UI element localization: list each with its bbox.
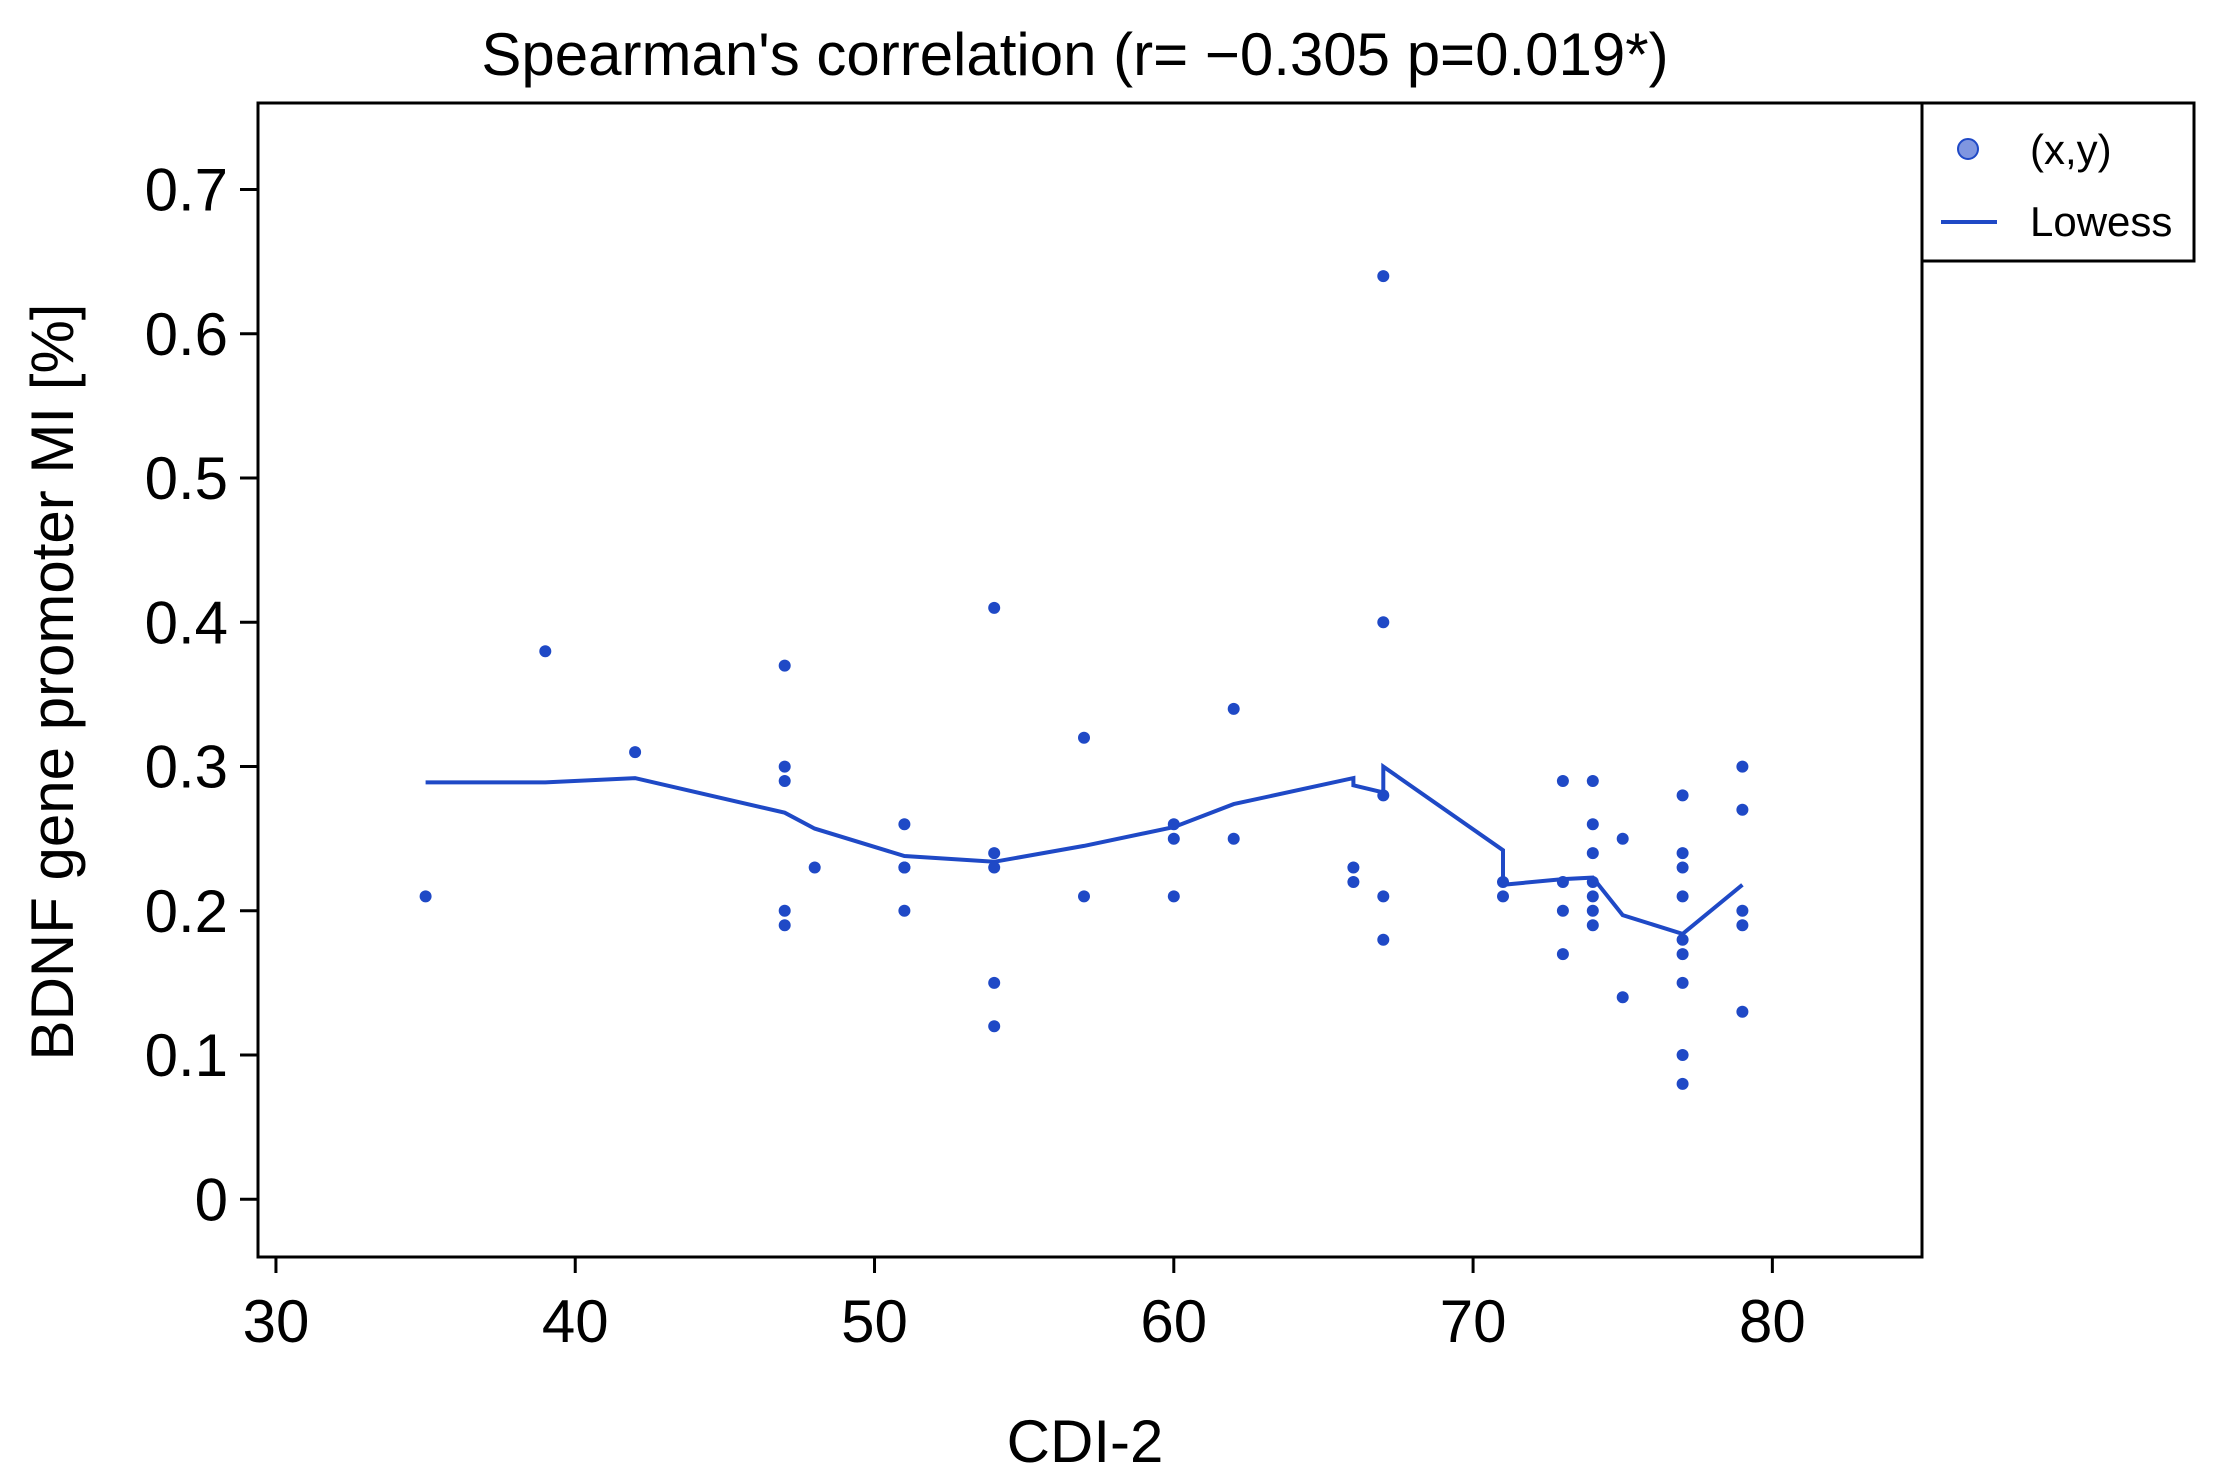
data-point (1347, 861, 1360, 874)
legend-point-marker (1957, 138, 1979, 160)
data-point (539, 645, 552, 658)
y-tick-label: 0 (195, 1166, 228, 1233)
data-point (898, 904, 911, 917)
data-point (1227, 702, 1240, 715)
data-point (1167, 890, 1180, 903)
data-point (1167, 818, 1180, 831)
legend-point-label: (x,y) (2030, 126, 2112, 173)
data-point (1676, 976, 1689, 989)
data-point (1347, 876, 1360, 888)
y-axis: 0 0.1 0.2 0.3 0.4 0.5 0.6 0.7 (145, 157, 258, 1233)
y-tick-label: 0.1 (145, 1022, 228, 1089)
data-point (1377, 270, 1390, 283)
data-point (1227, 832, 1240, 845)
data-point (1736, 803, 1749, 816)
legend: (x,y) Lowess (1920, 101, 2196, 263)
data-point (1556, 876, 1569, 888)
data-point (1676, 789, 1689, 802)
y-axis-label: BDNF gene promoter MI [%] (19, 304, 86, 1061)
series-layer (419, 270, 1749, 1090)
data-point (1736, 904, 1749, 917)
data-point (1556, 775, 1569, 787)
data-point (1616, 991, 1629, 1004)
y-tick-label: 0.3 (145, 734, 228, 801)
x-tick-label: 60 (1140, 1288, 1207, 1355)
data-point (1676, 948, 1689, 961)
data-point (1586, 919, 1599, 932)
data-point (1736, 1005, 1749, 1018)
data-point (778, 775, 791, 787)
x-tick-label: 50 (841, 1288, 908, 1355)
x-tick-label: 80 (1739, 1288, 1806, 1355)
y-tick-label: 0.5 (145, 445, 228, 512)
data-point (988, 847, 1001, 860)
data-point (778, 659, 791, 672)
data-point (778, 760, 791, 773)
data-point (898, 818, 911, 831)
data-point (629, 746, 642, 759)
data-point (1736, 919, 1749, 932)
data-point (1586, 775, 1599, 787)
data-point (1556, 948, 1569, 961)
data-point (1586, 890, 1599, 903)
legend-box (1920, 101, 2196, 263)
data-point (1736, 760, 1749, 773)
y-tick-label: 0.4 (145, 589, 228, 656)
data-point (1676, 1049, 1689, 1061)
data-point (778, 919, 791, 932)
chart-title: Spearman's correlation (r= −0.305 p=0.01… (481, 21, 1668, 88)
plot-area (256, 101, 1924, 1259)
x-tick-label: 30 (243, 1288, 310, 1355)
data-point (1078, 890, 1090, 903)
y-tick-label: 0.6 (145, 301, 228, 368)
data-point (1377, 933, 1390, 946)
data-point (1676, 847, 1689, 860)
data-point (1497, 890, 1509, 903)
data-point (1586, 904, 1599, 917)
data-point (1676, 1077, 1689, 1090)
data-point (1377, 890, 1390, 903)
data-point (1078, 731, 1090, 744)
data-point (1497, 876, 1509, 888)
data-point (898, 861, 911, 874)
data-point (988, 976, 1001, 989)
data-point (778, 904, 791, 917)
y-tick-label: 0.7 (145, 157, 228, 224)
data-point (1586, 847, 1599, 860)
data-point (1586, 876, 1599, 888)
data-point (808, 861, 821, 874)
data-point (419, 890, 432, 903)
data-point (988, 601, 1001, 614)
x-tick-label: 70 (1440, 1288, 1507, 1355)
lowess-line (425, 762, 1744, 937)
data-point (988, 861, 1001, 874)
legend-line-label: Lowess (2030, 198, 2172, 245)
data-point (1167, 832, 1180, 845)
data-point (1586, 818, 1599, 831)
data-point (1676, 890, 1689, 903)
y-tick-label: 0.2 (145, 878, 228, 945)
data-point (988, 1020, 1001, 1033)
data-point (1556, 904, 1569, 917)
data-point (1377, 616, 1390, 629)
data-point (1616, 832, 1629, 845)
x-axis: 30 40 50 60 70 80 (243, 1257, 1806, 1355)
x-axis-label: CDI-2 (1007, 1408, 1164, 1475)
data-point (1676, 861, 1689, 874)
data-point (1676, 933, 1689, 946)
data-point (1377, 789, 1390, 802)
x-tick-label: 40 (542, 1288, 609, 1355)
